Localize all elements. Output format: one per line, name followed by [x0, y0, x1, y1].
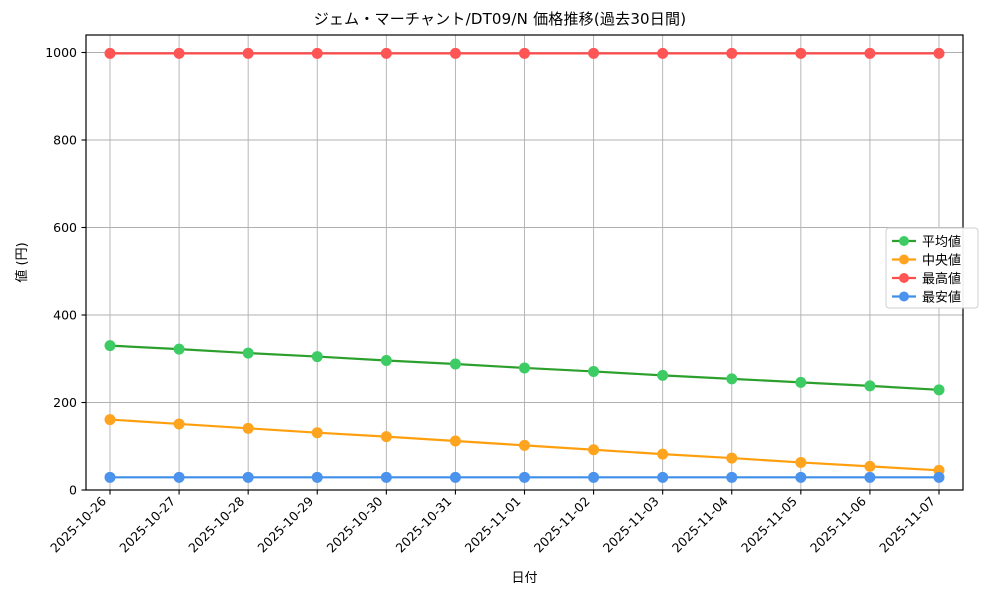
data-point [449, 471, 461, 483]
data-point [933, 384, 945, 396]
data-point [173, 471, 185, 483]
y-axis-tick-label: 400 [53, 308, 77, 323]
legend-marker [899, 236, 909, 246]
data-point [588, 365, 600, 377]
x-axis-tick-label: 2025-11-01 [462, 494, 524, 556]
legend-label: 最高値 [922, 271, 961, 287]
y-axis-tick-label: 800 [53, 133, 77, 148]
data-point [104, 471, 116, 483]
data-point [380, 47, 392, 59]
data-point [242, 471, 254, 483]
data-point [104, 47, 116, 59]
x-axis-tick-label: 2025-10-29 [254, 493, 316, 555]
legend-label: 平均値 [922, 234, 961, 250]
legend-label: 中央値 [922, 253, 961, 269]
data-point [933, 47, 945, 59]
data-point [449, 435, 461, 447]
data-point [657, 448, 669, 460]
data-point [380, 355, 392, 366]
data-point [311, 471, 323, 483]
data-point [726, 47, 738, 59]
data-point [795, 376, 807, 388]
data-point [864, 460, 876, 472]
data-point [588, 444, 600, 456]
data-point [726, 452, 738, 464]
legend-box [885, 227, 979, 309]
data-point [657, 47, 669, 59]
data-point [795, 47, 807, 59]
data-point [311, 427, 323, 439]
data-point [864, 471, 876, 483]
data-point [864, 47, 876, 59]
data-point [173, 343, 185, 355]
data-series-group [104, 47, 945, 483]
data-point [795, 456, 807, 468]
data-point [173, 47, 185, 59]
data-point [588, 471, 600, 483]
x-axis-tick-label: 2025-10-28 [185, 493, 247, 555]
x-axis-tick-label: 2025-11-03 [600, 494, 662, 556]
legend-marker [899, 291, 909, 302]
data-point [864, 380, 876, 392]
y-axis: 0 200 400 600 800 1000 値 (円) [14, 45, 86, 498]
x-axis: 2025-10-26 2025-10-27 2025-10-28 2025-10-29… [47, 490, 940, 586]
x-axis-tick-label: 2025-11-06 [807, 493, 869, 555]
x-axis-tick-label: 2025-11-04 [669, 493, 731, 555]
y-axis-tick-label: 200 [53, 395, 77, 410]
y-axis-tick-label: 1000 [45, 45, 77, 60]
x-axis-tick-label: 2025-11-02 [531, 494, 593, 556]
data-point [726, 471, 738, 483]
y-axis-label: 値 (円) [14, 242, 30, 282]
data-point [173, 418, 185, 430]
data-point [380, 431, 392, 443]
legend-marker [899, 273, 909, 283]
data-point [519, 362, 530, 374]
y-axis-tick-label: 600 [53, 220, 77, 235]
x-axis-tick-label: 2025-10-26 [47, 493, 109, 555]
data-point [657, 369, 669, 381]
x-axis-tick-label: 2025-10-27 [116, 494, 178, 556]
chart-title: ジェム・マーチャント/DT09/N 価格推移(過去30日間) [313, 10, 687, 28]
data-point [242, 422, 254, 434]
data-point [311, 351, 323, 363]
legend-label: 最安値 [922, 290, 961, 306]
data-point [795, 471, 807, 483]
data-point [657, 471, 669, 483]
data-point [519, 439, 530, 451]
data-point [104, 414, 116, 426]
data-point [726, 373, 738, 385]
x-axis-tick-label: 2025-11-05 [738, 494, 800, 556]
data-point [519, 471, 530, 483]
data-point [311, 47, 323, 59]
data-point [933, 471, 945, 483]
data-point [588, 47, 600, 59]
y-axis-tick-label: 0 [69, 483, 77, 498]
x-axis-label: 日付 [511, 571, 537, 586]
x-axis-tick-label: 2025-11-07 [876, 494, 938, 556]
data-point [104, 340, 116, 352]
x-axis-tick-label: 2025-10-31 [393, 494, 455, 556]
x-axis-tick-label: 2025-10-30 [323, 493, 385, 555]
data-point [519, 47, 530, 59]
grid-lines [86, 35, 963, 491]
data-point [449, 358, 461, 370]
data-point [449, 47, 461, 59]
data-point [380, 471, 392, 483]
data-point [242, 47, 254, 59]
data-point [242, 347, 254, 359]
legend-marker [899, 254, 909, 265]
